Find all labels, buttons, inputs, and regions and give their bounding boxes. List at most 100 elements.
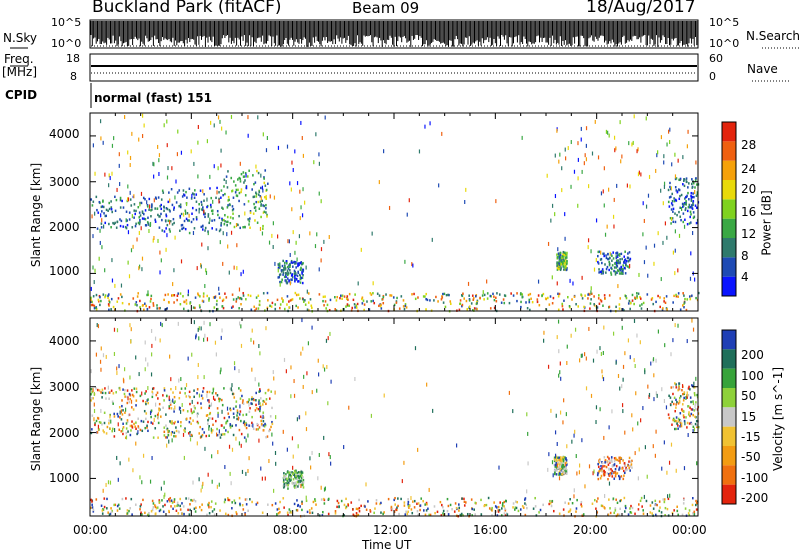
echo-cell [674, 229, 676, 234]
echo-cell [93, 280, 95, 285]
echo-cell [113, 351, 116, 356]
echo-cell [694, 393, 696, 397]
echo-cell [500, 514, 503, 517]
echo-cell [654, 499, 657, 503]
echo-cell [236, 243, 238, 248]
echo-cell [108, 419, 110, 422]
echo-cell [207, 213, 210, 216]
echo-cell [304, 303, 307, 306]
echo-cell [615, 256, 618, 260]
echo-cell [684, 507, 687, 510]
echo-cell [199, 505, 201, 509]
echo-cell [657, 294, 659, 298]
echo-cell [237, 178, 239, 181]
echo-cell [257, 193, 260, 196]
echo-cell [153, 174, 155, 179]
echo-cell [132, 468, 134, 473]
echo-cell [193, 227, 196, 230]
echo-cell [263, 177, 265, 180]
echo-cell [204, 333, 206, 338]
echo-cell [170, 407, 173, 410]
echo-cell [569, 278, 571, 283]
echo-cell [162, 394, 164, 397]
echo-cell [587, 245, 589, 250]
echo-cell [602, 465, 604, 468]
echo-cell [219, 397, 221, 401]
echo-cell [138, 372, 140, 377]
echo-cell [689, 297, 692, 301]
echo-cell [449, 302, 452, 306]
echo-cell [316, 388, 318, 393]
echo-cell [576, 498, 578, 502]
echo-cell [631, 413, 633, 418]
echo-cell [600, 272, 603, 275]
echo-cell [159, 205, 162, 208]
echo-cell [146, 200, 148, 205]
echo-cell [234, 184, 237, 187]
echo-cell [116, 300, 119, 303]
echo-cell [429, 513, 432, 517]
echo-cell [663, 498, 666, 501]
echo-cell [177, 321, 179, 326]
echo-cell [135, 390, 138, 394]
echo-cell [138, 266, 140, 271]
echo-cell [628, 259, 631, 262]
echo-cell [555, 455, 558, 460]
echo-cell [239, 177, 242, 181]
echo-cell [379, 502, 381, 506]
echo-cell [678, 210, 680, 214]
echo-cell [669, 181, 671, 185]
echo-cell [293, 469, 296, 473]
echo-cell [483, 293, 486, 297]
echo-cell [361, 302, 364, 305]
echo-cell [208, 399, 210, 404]
echo-cell [644, 368, 646, 373]
echo-cell [564, 468, 566, 471]
echo-cell [234, 366, 236, 371]
echo-cell [170, 188, 173, 191]
echo-cell [176, 501, 179, 504]
echo-cell [690, 400, 692, 404]
echo-cell [603, 294, 606, 297]
echo-cell [220, 148, 222, 153]
echo-cell [600, 250, 602, 255]
echo-cell [683, 498, 685, 501]
echo-cell [100, 346, 102, 351]
echo-cell [401, 479, 403, 484]
echo-cell [139, 505, 142, 508]
echo-cell [206, 414, 209, 417]
echo-cell [565, 467, 567, 471]
echo-cell [156, 207, 159, 210]
echo-cell [205, 270, 208, 275]
echo-cell [257, 115, 259, 120]
echo-cell [239, 502, 241, 506]
echo-cell [131, 226, 134, 229]
echo-cell [215, 419, 217, 423]
echo-cell [124, 395, 126, 398]
echo-cell [181, 502, 183, 505]
echo-cell [297, 271, 300, 274]
echo-cell [620, 498, 622, 502]
echo-cell [206, 294, 209, 298]
echo-cell [165, 394, 168, 398]
echo-cell [113, 308, 116, 312]
echo-cell [691, 186, 694, 189]
echo-cell [146, 221, 149, 224]
echo-cell [299, 505, 301, 508]
echo-cell [300, 483, 302, 488]
echo-cell [222, 231, 224, 236]
echo-cell [296, 257, 298, 262]
echo-cell [145, 224, 148, 227]
echo-cell [695, 296, 697, 300]
echo-cell [210, 402, 213, 407]
echo-cell [354, 293, 356, 296]
echo-cell [150, 209, 152, 212]
echo-cell [168, 406, 171, 410]
echo-cell [129, 323, 131, 328]
echo-cell [185, 395, 188, 398]
echo-cell [651, 501, 654, 504]
echo-cell [683, 178, 685, 181]
echo-cell [602, 189, 604, 194]
echo-cell [229, 216, 232, 219]
echo-cell [495, 300, 498, 303]
